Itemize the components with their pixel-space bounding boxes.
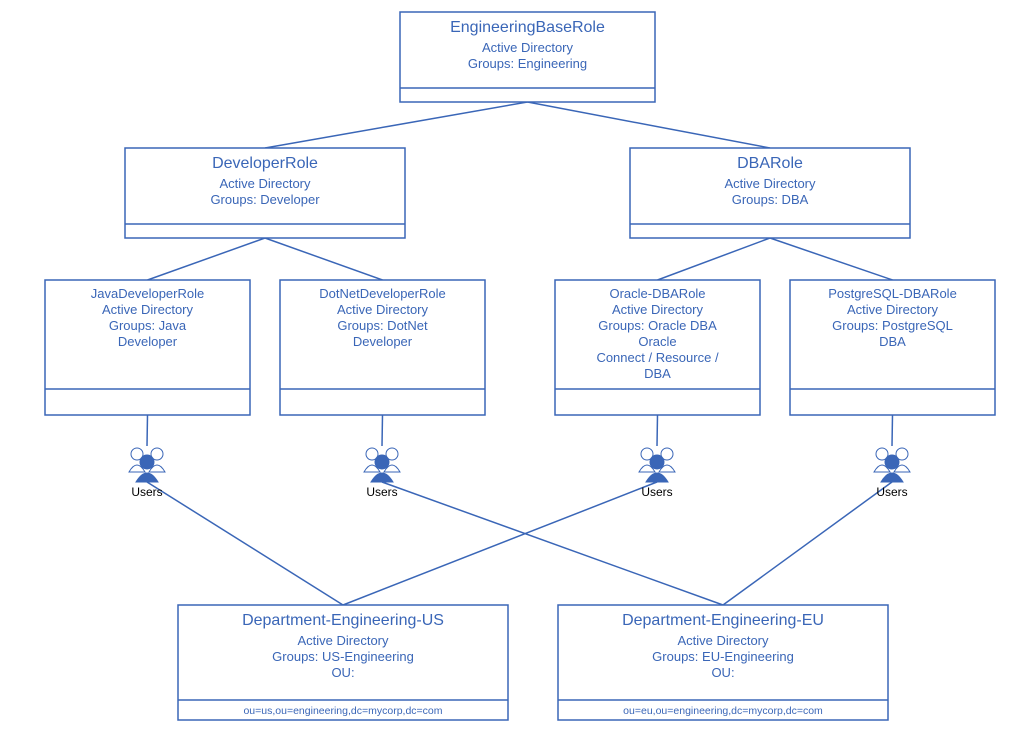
node-line: Oracle — [638, 334, 676, 349]
edge — [265, 102, 528, 148]
users-java: Users — [129, 448, 165, 499]
node-line: Developer — [118, 334, 178, 349]
node-deptUS: Department-Engineering-US Active Director… — [178, 605, 508, 720]
edge — [382, 482, 723, 605]
users-label: Users — [366, 485, 397, 499]
role-hierarchy-diagram: EngineeringBaseRoleActive DirectoryGroup… — [0, 0, 1035, 752]
users-oracle: Users — [639, 448, 675, 499]
node-line: Active Directory — [219, 176, 311, 191]
edge — [265, 238, 383, 280]
node-dev: DeveloperRole Active DirectoryGroups: Dev… — [125, 148, 405, 238]
node-line: Groups: Java — [109, 318, 187, 333]
node-dba: DBARole Active DirectoryGroups: DBA — [630, 148, 910, 238]
node-line: Active Directory — [102, 302, 194, 317]
node-line: JavaDeveloperRole — [91, 286, 204, 301]
node-line: Developer — [353, 334, 413, 349]
node-line: Active Directory — [724, 176, 816, 191]
edge — [148, 238, 266, 280]
node-line: OU: — [331, 665, 354, 680]
node-line: DotNetDeveloperRole — [319, 286, 445, 301]
edge — [528, 102, 771, 148]
node-line: DBA — [644, 366, 671, 381]
node-pg: PostgreSQL-DBARoleActive DirectoryGroups… — [790, 280, 995, 415]
node-line: Groups: Oracle DBA — [598, 318, 717, 333]
edge — [147, 482, 343, 605]
node-title: DeveloperRole — [212, 155, 318, 172]
node-line: DBA — [879, 334, 906, 349]
node-root: EngineeringBaseRole Active DirectoryGroup… — [400, 12, 655, 102]
edge — [382, 415, 383, 446]
edge — [657, 415, 658, 446]
node-footer: ou=eu,ou=engineering,dc=mycorp,dc=com — [623, 705, 823, 717]
node-line: Active Directory — [337, 302, 429, 317]
node-line: Oracle-DBARole — [609, 286, 705, 301]
node-footer: ou=us,ou=engineering,dc=mycorp,dc=com — [243, 705, 442, 717]
node-line: OU: — [711, 665, 734, 680]
node-line: Groups: DBA — [732, 192, 809, 207]
node-line: Groups: EU-Engineering — [652, 649, 794, 664]
node-line: Groups: Developer — [210, 192, 320, 207]
edge — [658, 238, 771, 280]
edge — [723, 482, 892, 605]
node-line: Groups: US-Engineering — [272, 649, 414, 664]
edge — [770, 238, 893, 280]
node-title: DBARole — [737, 155, 803, 172]
node-line: PostgreSQL-DBARole — [828, 286, 957, 301]
edge — [892, 415, 893, 446]
node-title: EngineeringBaseRole — [450, 19, 605, 36]
node-deptEU: Department-Engineering-EU Active Director… — [558, 605, 888, 720]
users-pg: Users — [874, 448, 910, 499]
nodes-layer: EngineeringBaseRoleActive DirectoryGroup… — [45, 12, 995, 720]
users-label: Users — [131, 485, 162, 499]
node-java: JavaDeveloperRoleActive DirectoryGroups:… — [45, 280, 250, 415]
edge — [343, 482, 657, 605]
node-line: Active Directory — [847, 302, 939, 317]
node-line: Active Directory — [612, 302, 704, 317]
users-label: Users — [876, 485, 907, 499]
node-title: Department-Engineering-EU — [622, 612, 824, 629]
node-line: Active Directory — [297, 633, 389, 648]
node-line: Connect / Resource / — [596, 350, 719, 365]
node-line: Groups: PostgreSQL — [832, 318, 953, 333]
node-title: Department-Engineering-US — [242, 612, 444, 629]
users-label: Users — [641, 485, 672, 499]
node-oracle: Oracle-DBARoleActive DirectoryGroups: Or… — [555, 280, 760, 415]
node-line: Active Directory — [482, 40, 574, 55]
edge — [147, 415, 148, 446]
users-dotnet: Users — [364, 448, 400, 499]
node-line: Groups: DotNet — [337, 318, 428, 333]
node-line: Active Directory — [677, 633, 769, 648]
icons-layer: Users Users Users Users — [129, 448, 910, 499]
node-line: Groups: Engineering — [468, 56, 587, 71]
node-dotnet: DotNetDeveloperRoleActive DirectoryGroup… — [280, 280, 485, 415]
